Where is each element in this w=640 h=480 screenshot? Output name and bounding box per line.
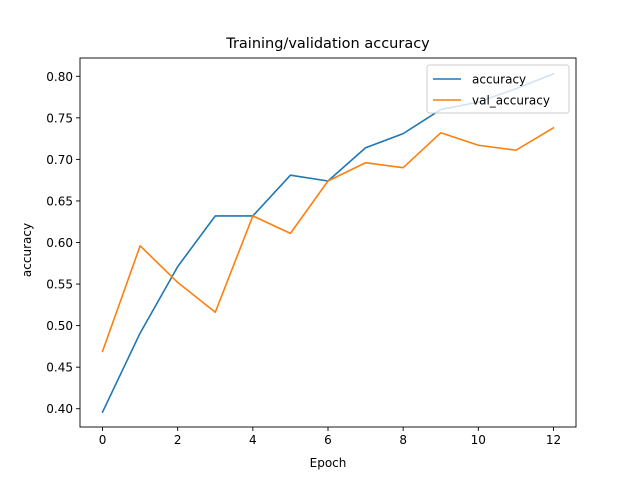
y-tick-label: 0.50 [46, 319, 73, 333]
y-tick-label: 0.60 [46, 236, 73, 250]
legend-box [426, 64, 570, 114]
y-tick-label: 0.45 [46, 361, 73, 375]
series-line-val-accuracy [101, 126, 555, 353]
legend-label-val-accuracy: val_accuracy [472, 94, 550, 108]
y-tick-label: 0.75 [46, 111, 73, 125]
chart-title: Training/validation accuracy [225, 36, 430, 52]
y-axis-label: accuracy [20, 223, 34, 277]
x-tick-label: 10 [471, 433, 486, 447]
x-tick-label: 12 [546, 433, 561, 447]
x-tick-label: 0 [99, 433, 107, 447]
y-tick-label: 0.70 [46, 153, 73, 167]
x-axis-label: Epoch [310, 456, 347, 470]
y-tick-label: 0.65 [46, 194, 73, 208]
legend-label-accuracy: accuracy [472, 73, 526, 87]
x-tick-label: 4 [249, 433, 257, 447]
y-tick-label: 0.80 [46, 70, 73, 84]
series-line-accuracy [101, 72, 555, 414]
plot-area: 0 2 4 6 8 10 12 0.40 0.45 0.50 0.55 0.60 0.65 0.70 0.7… [46, 57, 577, 447]
x-tick-label: 2 [174, 433, 182, 447]
x-tick-label: 6 [324, 433, 332, 447]
legend: accuracy val_accuracy [426, 64, 570, 114]
y-tick-label: 0.55 [46, 278, 73, 292]
y-tick-label: 0.40 [46, 402, 73, 416]
x-tick-label: 8 [399, 433, 407, 447]
